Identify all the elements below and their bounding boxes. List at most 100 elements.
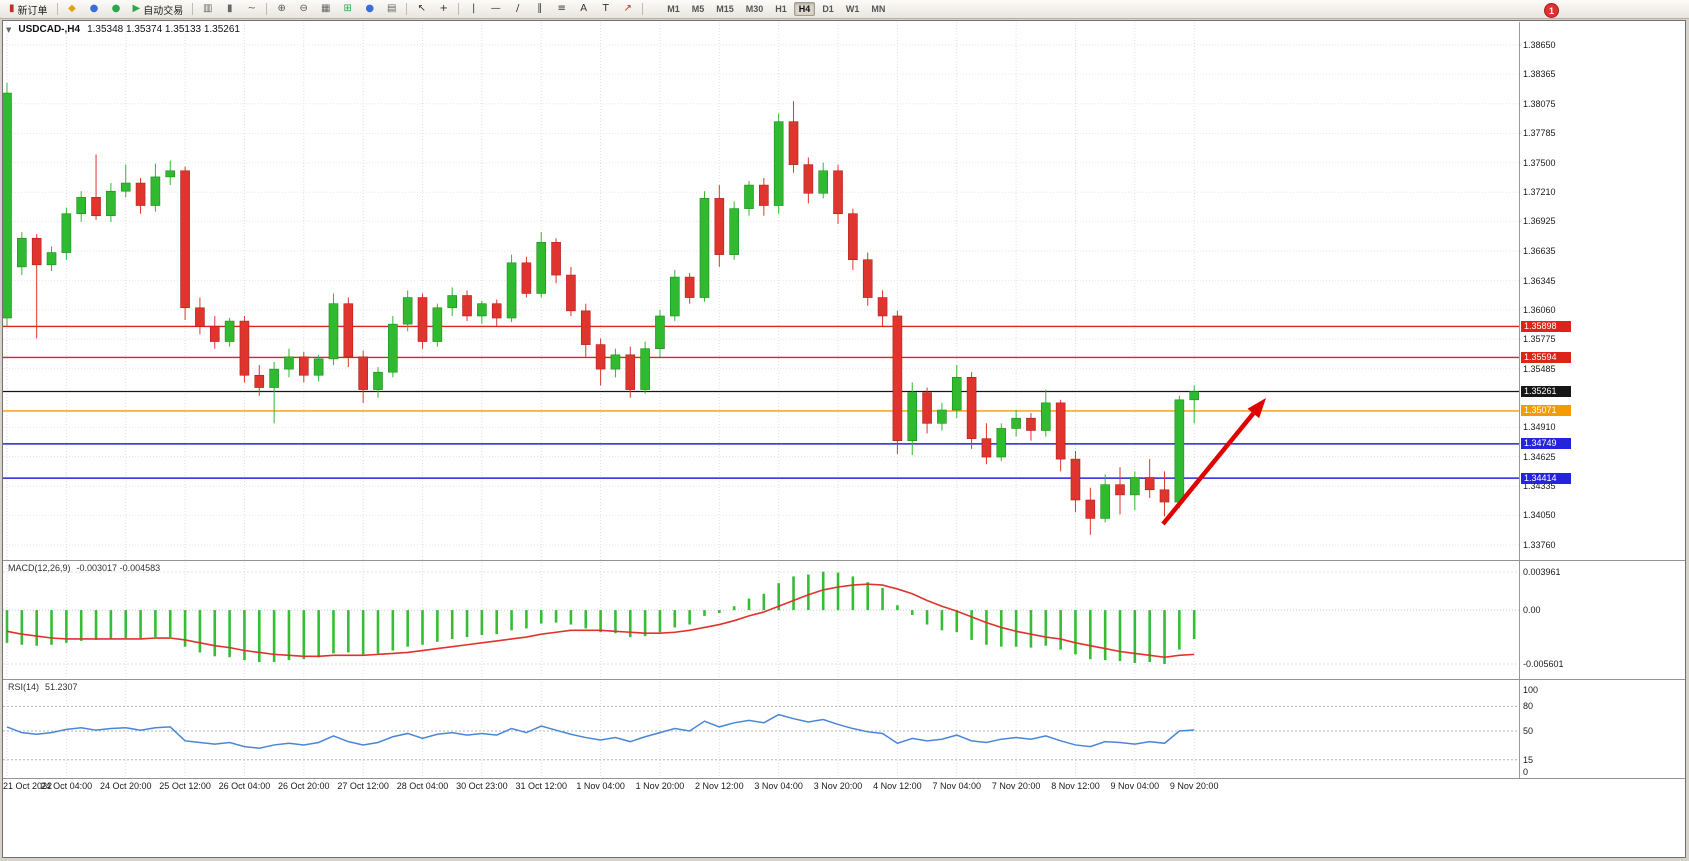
timeframe-m15-button[interactable]: M15 — [716, 4, 734, 14]
time-axis-separator — [2, 778, 1686, 779]
candle-chart-icon[interactable]: ▮ — [219, 2, 240, 17]
new-order-button-icon: ▮ — [9, 3, 15, 14]
macd-axis-label: -0.005601 — [1523, 659, 1564, 669]
zoom-in-icon[interactable]: ⊕ — [271, 2, 292, 17]
macd-values: -0.003017 -0.004583 — [76, 563, 161, 573]
time-axis-label: 9 Nov 04:00 — [1110, 781, 1160, 791]
macd-name: MACD(12,26,9) — [8, 563, 71, 573]
zoom-out-icon[interactable]: ⊖ — [293, 2, 314, 17]
candle-body — [566, 274, 576, 312]
new-order-button[interactable]: ▮ 新订单 — [4, 2, 53, 17]
price-axis-label: 1.36345 — [1523, 275, 1556, 286]
candle-body — [388, 323, 398, 373]
pivot-line-price-tag: 1.35071 — [1521, 405, 1571, 417]
resistance-line-2-price-tag: 1.35594 — [1521, 351, 1571, 363]
rsi-panel-separator[interactable] — [2, 679, 1686, 680]
price-axis-label: 1.37785 — [1523, 128, 1556, 139]
candle-body — [402, 297, 413, 325]
new-chart-icon: ⊞ — [343, 3, 352, 14]
bar-chart-icon[interactable]: ▥ — [197, 2, 218, 17]
arrows-icon[interactable]: ↗ — [617, 2, 638, 17]
tile-windows-icon: ▦ — [320, 3, 331, 14]
clock-icon[interactable]: ● — [359, 2, 380, 17]
price-axis-label: 1.36925 — [1523, 216, 1556, 227]
candle-body — [981, 438, 992, 458]
community-icon[interactable]: ● — [106, 2, 127, 17]
line-chart-icon[interactable]: ~ — [241, 2, 262, 17]
current-price-tag: 1.35261 — [1521, 386, 1571, 398]
candle-body — [135, 182, 146, 206]
candle-body — [209, 325, 220, 342]
candle-body — [432, 307, 443, 342]
timeframe-m5-button[interactable]: M5 — [691, 4, 705, 14]
timeframe-h1-button[interactable]: H1 — [775, 4, 787, 14]
timeframe-d1-button[interactable]: D1 — [822, 4, 834, 14]
chart-ohlc-values: 1.35348 1.35374 1.35133 1.35261 — [87, 24, 240, 35]
time-axis-label: 24 Oct 04:00 — [40, 781, 93, 791]
horizontal-line-icon: — — [490, 3, 501, 14]
trendline-icon: / — [516, 3, 520, 14]
time-axis-label: 28 Oct 04:00 — [396, 781, 449, 791]
timeframe-h4-button[interactable]: H4 — [793, 2, 816, 16]
candle-body — [1041, 402, 1051, 431]
candle-body — [580, 310, 591, 345]
channel-icon[interactable]: ∥ — [529, 2, 550, 17]
time-axis-label: 21 Oct 2022 — [3, 781, 53, 791]
macd-signal-line — [6, 583, 1195, 659]
notification-badge[interactable]: 1 — [1544, 3, 1559, 18]
candle-body — [966, 377, 977, 439]
candle-body — [521, 262, 532, 294]
time-axis-label: 7 Nov 20:00 — [991, 781, 1041, 791]
candle-body — [996, 428, 1007, 458]
timeframe-m1-button[interactable]: M1 — [667, 4, 680, 14]
time-axis-label: 31 Oct 12:00 — [515, 781, 568, 791]
time-axis-label: 25 Oct 12:00 — [159, 781, 211, 791]
rsi-indicator-label: RSI(14) 51.2307 — [8, 682, 78, 692]
candle-body — [165, 170, 176, 178]
time-axis-label: 1 Nov 04:00 — [576, 781, 625, 791]
trend-arrow[interactable] — [1161, 412, 1256, 526]
candle-body — [907, 392, 918, 442]
candle-body — [120, 182, 131, 192]
candle-body — [714, 198, 725, 255]
rsi-axis-label: 15 — [1523, 754, 1534, 765]
timeframe-w1-button[interactable]: W1 — [845, 4, 860, 14]
horizontal-line-icon[interactable]: — — [485, 2, 506, 17]
trend-arrow-head[interactable] — [1247, 398, 1266, 419]
macd-panel-separator[interactable] — [2, 560, 1686, 561]
tile-windows-icon[interactable]: ▦ — [315, 2, 336, 17]
candle-body — [1130, 477, 1140, 496]
candle-body — [150, 176, 161, 206]
templates-icon[interactable]: ▤ — [381, 2, 402, 17]
alerts-icon[interactable]: ◆ — [62, 2, 83, 17]
candle-body — [803, 164, 814, 194]
vertical-line-icon: | — [472, 3, 476, 14]
vertical-line-icon[interactable]: | — [463, 2, 484, 17]
candle-body — [269, 368, 279, 388]
profile-icon[interactable]: ● — [84, 2, 105, 17]
candle-body — [180, 170, 190, 309]
timeframe-m30-button[interactable]: M30 — [745, 4, 764, 14]
timeframe-mn-button[interactable]: MN — [871, 4, 886, 14]
rsi-name: RSI(14) — [8, 682, 40, 692]
auto-trading-button[interactable]: ▶ 自动交易 — [128, 2, 189, 17]
macd-series — [5, 571, 1196, 664]
price-axis-label: 1.34050 — [1523, 510, 1556, 521]
fibonacci-icon[interactable]: ≡ — [551, 2, 572, 17]
new-chart-icon[interactable]: ⊞ — [337, 2, 358, 17]
price-axis-label: 1.38365 — [1523, 69, 1556, 80]
candle-body — [937, 409, 947, 424]
one-click-trading-toggle[interactable]: ▼ — [6, 25, 12, 34]
support-line-2-price-tag: 1.34414 — [1521, 472, 1571, 484]
trendline-icon[interactable]: / — [507, 2, 528, 17]
candle-body — [358, 356, 368, 390]
crosshair-icon[interactable]: + — [433, 2, 454, 17]
label-icon[interactable]: T — [595, 2, 616, 17]
candle-body — [744, 184, 754, 209]
candle-body — [818, 170, 829, 194]
text-icon[interactable]: A — [573, 2, 594, 17]
cursor-icon[interactable]: ↖ — [411, 2, 432, 17]
time-axis-label: 2 Nov 12:00 — [695, 781, 744, 791]
candle-body — [1070, 458, 1081, 501]
